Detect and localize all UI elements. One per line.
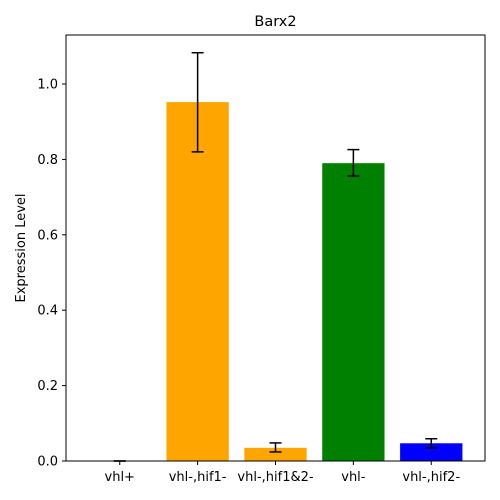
- bar: [400, 443, 463, 461]
- bar: [166, 102, 229, 461]
- x-axis-ticks: vhl+ vhl-,hif1- vhl-,hif1&2- vhl-vhl-,hif2-: [105, 461, 460, 485]
- chart-title: Barx2: [254, 14, 296, 30]
- y-tick-label: 0.8: [37, 153, 58, 168]
- x-tick-label: vhl-,hif1-: [169, 470, 227, 485]
- y-tick-label: 0.6: [37, 228, 58, 243]
- bar: [322, 163, 385, 461]
- x-tick-label: vhl-,hif1&2-: [237, 470, 313, 485]
- bar: [244, 447, 307, 461]
- y-tick-label: 0.2: [37, 379, 58, 394]
- plot-frame: [65, 34, 486, 462]
- x-tick-label: vhl-: [341, 470, 366, 485]
- y-axis-ticks: 0.0 0.2 0.4 0.6 0.8 1.0: [37, 78, 66, 470]
- y-tick-label: 1.0: [37, 78, 58, 93]
- x-tick-label: vhl+: [105, 470, 135, 485]
- y-tick-label: 0.4: [37, 304, 58, 319]
- x-tick-label: vhl-,hif2-: [402, 470, 460, 485]
- error-bars-group: [113, 51, 438, 462]
- y-tick-label: 0.0: [37, 455, 58, 470]
- bars-group: [166, 102, 463, 461]
- y-axis-label: Expression Level: [14, 193, 29, 302]
